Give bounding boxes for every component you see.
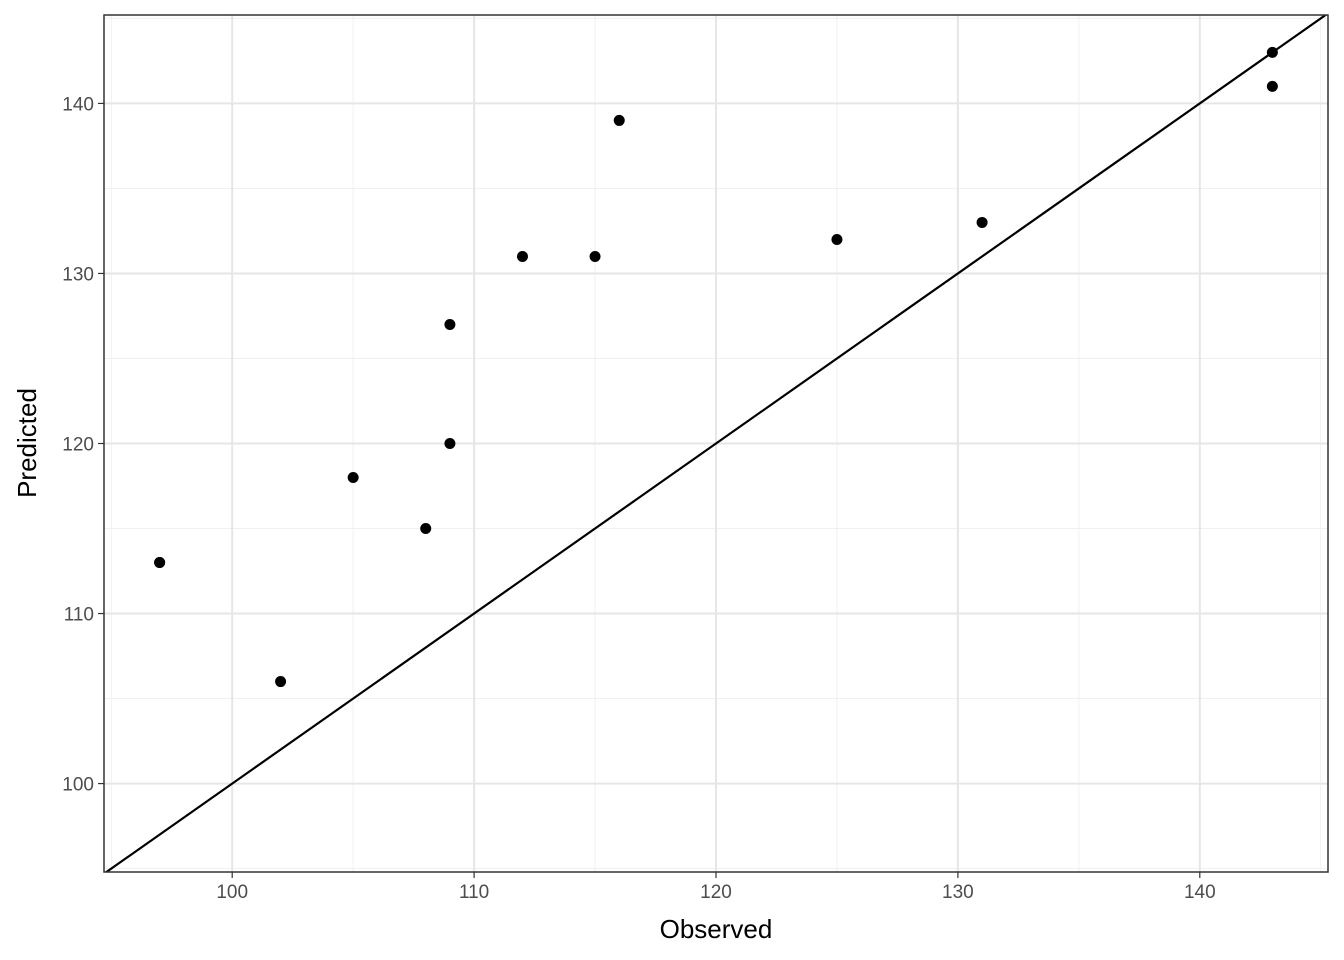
x-tick-label: 100 — [216, 882, 248, 903]
x-tick-label: 140 — [1184, 882, 1216, 903]
x-axis-title: Observed — [660, 914, 773, 944]
point — [613, 114, 625, 126]
point — [589, 250, 601, 262]
x-tick-label: 120 — [700, 882, 732, 903]
y-tick-label: 120 — [62, 435, 94, 456]
x-tick-label: 130 — [942, 882, 974, 903]
y-tick-label: 140 — [62, 94, 94, 115]
reference-line — [104, 15, 1328, 872]
y-axis-title: Predicted — [12, 388, 42, 498]
point — [1266, 46, 1278, 58]
point — [831, 233, 843, 245]
point — [516, 250, 528, 262]
point — [444, 318, 456, 330]
point — [154, 557, 166, 569]
y-tick-label: 130 — [62, 264, 94, 285]
point — [444, 438, 456, 449]
x-tick-label: 110 — [459, 882, 489, 903]
y-tick-label: 100 — [62, 775, 94, 796]
point — [1266, 80, 1278, 92]
panel-border — [103, 14, 1329, 873]
y-tick-label: 110 — [64, 605, 94, 626]
point — [347, 472, 359, 484]
point — [275, 676, 287, 688]
point — [976, 216, 988, 228]
point — [420, 523, 432, 535]
